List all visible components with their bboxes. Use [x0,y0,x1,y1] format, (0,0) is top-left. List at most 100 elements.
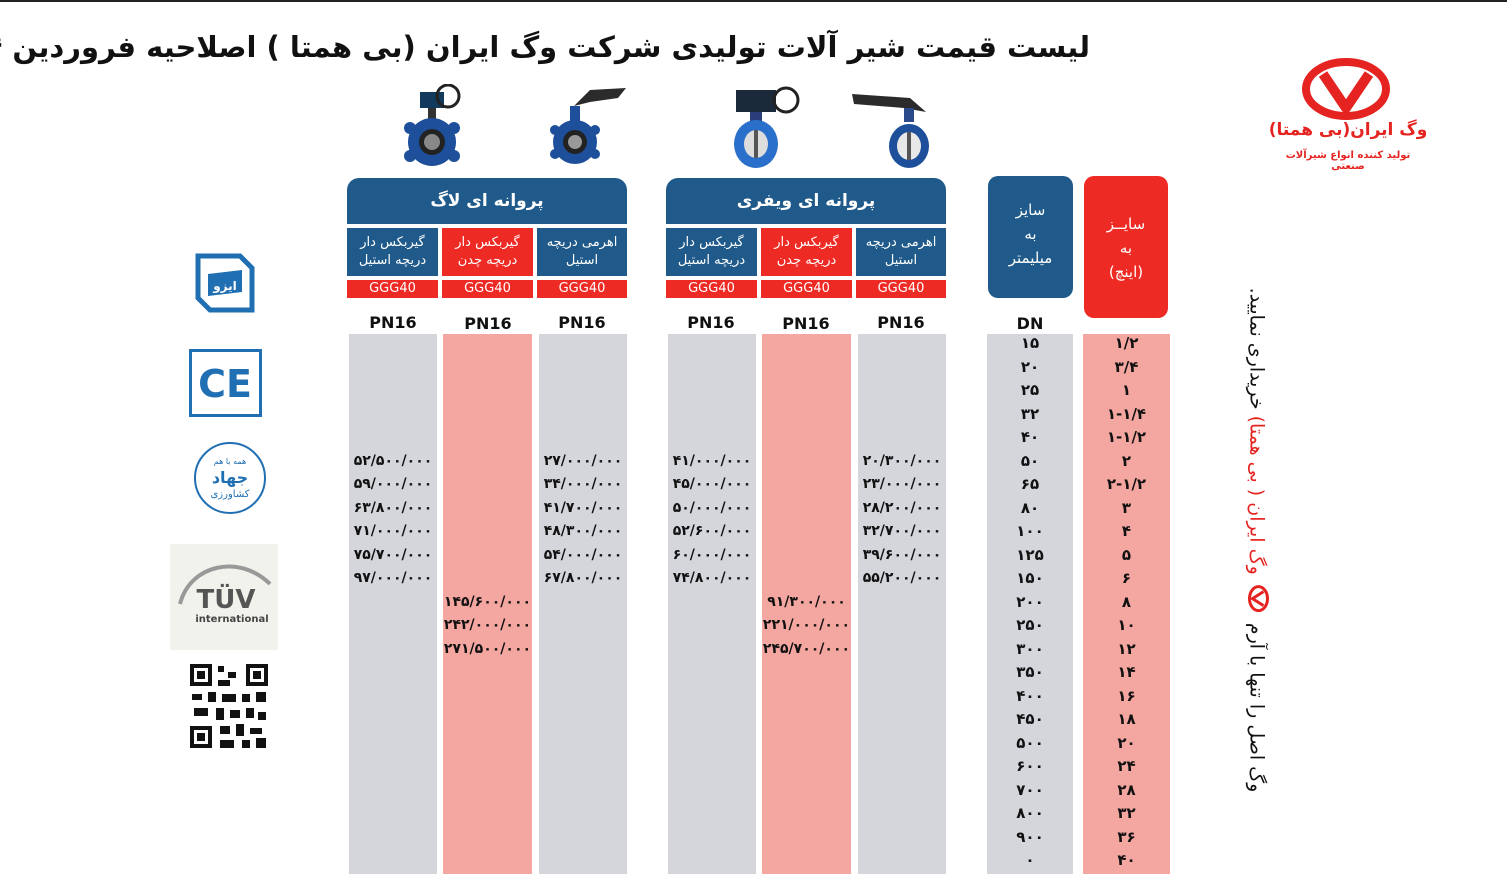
price-cell: ۲۳/۰۰۰/۰۰۰ [862,476,942,492]
authenticity-note: وگ اصل را تنها با آرم وگ ایران ( بی همتا… [1243,287,1270,793]
price-cell: ۱۴۵/۶۰۰/۰۰۰ [443,593,532,610]
svg-text:همه با هم: همه با هم [214,457,246,466]
dn-value: ۶۵ [1020,475,1040,493]
dn-value: ۴۰۰ [1016,686,1044,705]
price-column-wafer-gearbox-iron: ۹۱/۳۰۰/۰۰۰ ۲۲۱/۰۰۰/۰۰۰ ۲۴۵/۷۰۰/۰۰۰ [762,334,851,874]
price-cell: ۲۴۵/۷۰۰/۰۰۰ [762,640,851,657]
dn-value: ۵۰ [1020,451,1040,470]
inch-size-value: ۲۸ [1117,780,1136,799]
price-cell: ۴۵/۰۰۰/۰۰۰ [672,476,752,492]
price-cell: ۵۹/۰۰۰/۰۰۰ [353,476,433,492]
svg-text:جهاد: جهاد [212,468,248,487]
material-label: GGG40 [761,280,852,298]
size-inch-column: ۱/۲ ۳/۴ ۱ ۱-۱/۴ ۱-۱/۲ ۲ ۲-۱/۲ ۳ ۴ ۵ ۶ ۸ ۱۰ ۱۲ ۱۴ ۱۶ ۱۸ ۲۰… [1083,334,1170,874]
price-cell: ۹۷/۰۰۰/۰۰۰ [353,570,433,586]
price-column-wafer-lever-steel: ۲۰/۳۰۰/۰۰۰ ۲۳/۰۰۰/۰۰۰ ۲۸/۲۰۰/۰۰۰ ۳۲/۷۰۰/۰۰۰… [858,334,946,874]
price-cell: ۷۵/۷۰۰/۰۰۰ [353,546,433,563]
dn-value: ۶۰۰ [1016,757,1044,775]
column-header-lug-lever-steel: اهرمی دریچه استیل [537,228,627,276]
price-cell: ۲۴۲/۰۰۰/۰۰۰ [443,617,532,633]
inch-size-value: ۳۲ [1117,804,1136,822]
lug-group-header: پروانه ای لاگ [347,178,627,224]
brand-name: وگ ایران(بی همتا) [1268,120,1428,140]
dn-value: ۲۰۰ [1016,592,1044,611]
price-column-wafer-gearbox-steel: ۴۱/۰۰۰/۰۰۰ ۴۵/۰۰۰/۰۰۰ ۵۰/۰۰۰/۰۰۰ ۵۲/۶۰۰/۰۰۰… [668,334,756,874]
price-cell: ۵۲/۵۰۰/۰۰۰ [353,452,433,469]
inch-size-value: ۱۸ [1117,710,1136,728]
dn-value: ۹۰۰ [1016,827,1044,846]
price-cell: ۳۹/۶۰۰/۰۰۰ [862,546,942,563]
inch-size-value: ۳ [1121,498,1132,517]
dn-value: ۱۲۵ [1016,545,1044,564]
inch-size-value: ۱۲ [1117,639,1136,658]
dn-value: ۳۰۰ [1016,639,1044,658]
inch-size-value: ۶ [1121,569,1132,587]
price-column-lug-lever-steel: ۲۷/۰۰۰/۰۰۰ ۳۴/۰۰۰/۰۰۰ ۴۱/۷۰۰/۰۰۰ ۴۸/۳۰۰/۰۰۰… [539,334,627,874]
dn-value: ۳۵۰ [1016,663,1044,681]
dn-value: ۲۵ [1020,381,1040,399]
price-cell: ۶۳/۸۰۰/۰۰۰ [353,499,433,516]
inch-size-value: ۲۰ [1117,733,1136,752]
column-header-wafer-gearbox-iron: گیربکس دار دریچه چدن [761,228,852,276]
price-cell: ۵۰/۰۰۰/۰۰۰ [672,499,752,516]
inch-size-value: ۲ [1121,451,1132,470]
dn-value: ۵۰۰ [1016,733,1044,752]
pressure-rating: PN16 [369,313,417,332]
material-label: GGG40 [856,280,946,298]
inch-size-value: ۵ [1121,545,1132,564]
price-cell: ۶۰/۰۰۰/۰۰۰ [672,546,752,563]
top-border-line [0,0,1507,2]
inch-size-value: ۳۶ [1117,827,1136,846]
lug-gearbox-valve-image [404,84,461,166]
inch-size-value: ۴۰ [1117,851,1136,869]
dn-value: ۸۰ [1020,498,1040,517]
wafer-lever-valve-image [852,94,929,168]
price-cell: ۷۱/۰۰۰/۰۰۰ [353,523,433,539]
inch-size-value: ۱ [1121,381,1132,399]
svg-text:TÜV: TÜV [197,582,256,615]
column-header-lug-gearbox-iron: گیربکس دار دریچه چدن [442,228,533,276]
inch-size-value: ۲-۱/۲ [1106,475,1147,493]
authenticity-note-part3: خریداری نمایید. [1245,287,1268,410]
authenticity-note-part2: وگ ایران ( بی همتا) [1245,415,1268,575]
price-column-lug-gearbox-steel: ۵۲/۵۰۰/۰۰۰ ۵۹/۰۰۰/۰۰۰ ۶۳/۸۰۰/۰۰۰ ۷۱/۰۰۰/۰۰۰… [349,334,437,874]
size-inch-header: سایــز به (اینچ) [1084,176,1168,318]
authenticity-note-part1: وگ اصل را تنها با آرم [1245,622,1268,793]
brand-logo: وگ ایران(بی همتا) تولید کننده انواع شیرآ… [1268,58,1428,172]
isiri-standard-icon: ایزو [195,253,255,313]
dn-value: ۳۲ [1020,404,1040,423]
tuv-international-icon: TÜV international [170,544,278,650]
dn-value: ۴۰ [1020,428,1040,446]
inch-size-value: ۱۴ [1117,663,1136,681]
dn-value: ۱۰۰ [1016,522,1044,540]
price-cell: ۷۴/۸۰۰/۰۰۰ [672,570,752,586]
price-cell: ۵۲/۶۰۰/۰۰۰ [672,523,752,539]
price-cell: ۶۷/۸۰۰/۰۰۰ [543,570,623,586]
dn-value: ۱۵۰ [1016,569,1044,587]
pressure-rating: PN16 [877,313,925,332]
column-header-wafer-lever-steel: اهرمی دریچه استیل [856,228,946,276]
dn-value: ۰ [1025,851,1035,869]
material-label: GGG40 [442,280,533,298]
pressure-rating: PN16 [464,314,512,333]
price-cell: ۳۴/۰۰۰/۰۰۰ [543,476,623,492]
inch-size-value: ۱۰ [1117,616,1136,634]
inch-size-value: ۲۴ [1117,757,1136,775]
material-label: GGG40 [666,280,757,298]
inch-size-value: ۴ [1121,522,1132,540]
price-cell: ۴۱/۷۰۰/۰۰۰ [543,499,623,516]
svg-text:کشاورزی: کشاورزی [210,489,249,500]
page-title: لیست قیمت شیر آلات تولیدی شرکت وگ ایران … [0,30,1090,64]
inch-size-value: ۱-۱/۲ [1106,428,1147,446]
lug-lever-valve-image [550,88,626,164]
dn-value: ۴۵۰ [1016,710,1044,728]
pressure-rating: PN16 [782,314,830,333]
price-cell: ۲۸/۲۰۰/۰۰۰ [862,499,942,516]
inch-size-value: ۱/۲ [1114,334,1139,352]
column-header-wafer-gearbox-steel: گیربکس دار دریچه استیل [666,228,757,276]
price-column-lug-gearbox-iron: ۱۴۵/۶۰۰/۰۰۰ ۲۴۲/۰۰۰/۰۰۰ ۲۷۱/۵۰۰/۰۰۰ [443,334,532,874]
inch-size-value: ۳/۴ [1114,357,1139,376]
dn-value: ۷۰۰ [1016,780,1044,799]
size-mm-header: سایز به میلیمتر [988,176,1073,298]
ce-mark-icon: CE [189,349,262,417]
